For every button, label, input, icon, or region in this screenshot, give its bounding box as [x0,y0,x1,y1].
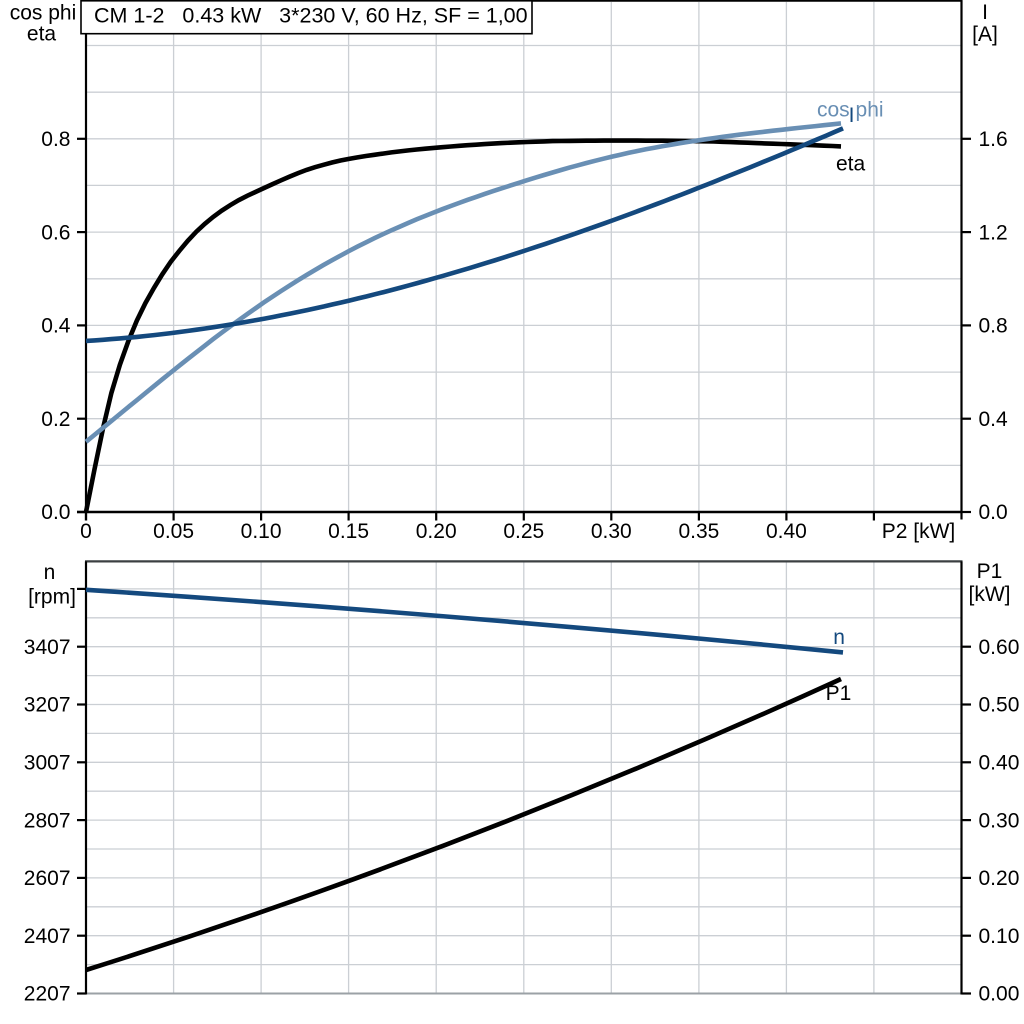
svg-text:3207: 3207 [24,694,71,717]
svg-text:0.8: 0.8 [979,315,1008,338]
svg-text:0.4: 0.4 [41,315,71,338]
svg-text:0.25: 0.25 [503,520,544,543]
svg-text:P1: P1 [826,682,852,705]
svg-text:2607: 2607 [24,867,71,890]
svg-text:cos phi: cos phi [817,99,884,122]
svg-text:0.20: 0.20 [416,520,457,543]
svg-text:P2 [kW]: P2 [kW] [882,520,956,543]
svg-text:eta: eta [836,153,866,176]
svg-text:[rpm]: [rpm] [28,586,76,609]
svg-text:0.40: 0.40 [979,752,1020,775]
svg-text:0.60: 0.60 [979,636,1020,659]
svg-text:n: n [44,561,56,584]
svg-text:0.6: 0.6 [41,221,70,244]
svg-text:0.0: 0.0 [41,501,70,524]
svg-text:0.35: 0.35 [678,520,719,543]
svg-text:0.4: 0.4 [979,408,1009,431]
svg-text:0.00: 0.00 [979,983,1020,1006]
svg-text:n: n [833,626,845,649]
svg-text:0.8: 0.8 [41,128,70,151]
svg-text:cos phi: cos phi [10,2,77,25]
svg-text:0.40: 0.40 [766,520,807,543]
svg-text:I: I [849,104,855,127]
svg-text:CM 1-2 0.43 kW 3*230 V, 60: CM 1-2 0.43 kW 3*230 V, 60 Hz, SF = 1,00 [94,3,528,27]
svg-text:0.30: 0.30 [591,520,632,543]
svg-text:1.2: 1.2 [979,221,1008,244]
svg-text:3407: 3407 [24,636,71,659]
svg-text:I: I [982,1,988,24]
svg-text:0.30: 0.30 [979,809,1020,832]
svg-text:0.20: 0.20 [979,867,1020,890]
svg-text:3007: 3007 [24,752,71,775]
svg-text:0: 0 [80,520,92,543]
svg-text:2207: 2207 [24,983,71,1006]
svg-text:0.10: 0.10 [979,925,1020,948]
svg-text:0.05: 0.05 [153,520,194,543]
svg-text:P1: P1 [977,560,1003,583]
svg-text:[kW]: [kW] [969,583,1011,606]
svg-text:2407: 2407 [24,925,71,948]
svg-text:eta: eta [27,23,57,46]
svg-text:0.10: 0.10 [241,520,282,543]
svg-text:1.6: 1.6 [979,128,1008,151]
svg-text:0.15: 0.15 [328,520,369,543]
svg-text:2807: 2807 [24,809,71,832]
svg-text:0.50: 0.50 [979,694,1020,717]
svg-text:0.0: 0.0 [979,501,1008,524]
svg-text:0.2: 0.2 [41,408,70,431]
svg-text:[A]: [A] [972,23,998,46]
